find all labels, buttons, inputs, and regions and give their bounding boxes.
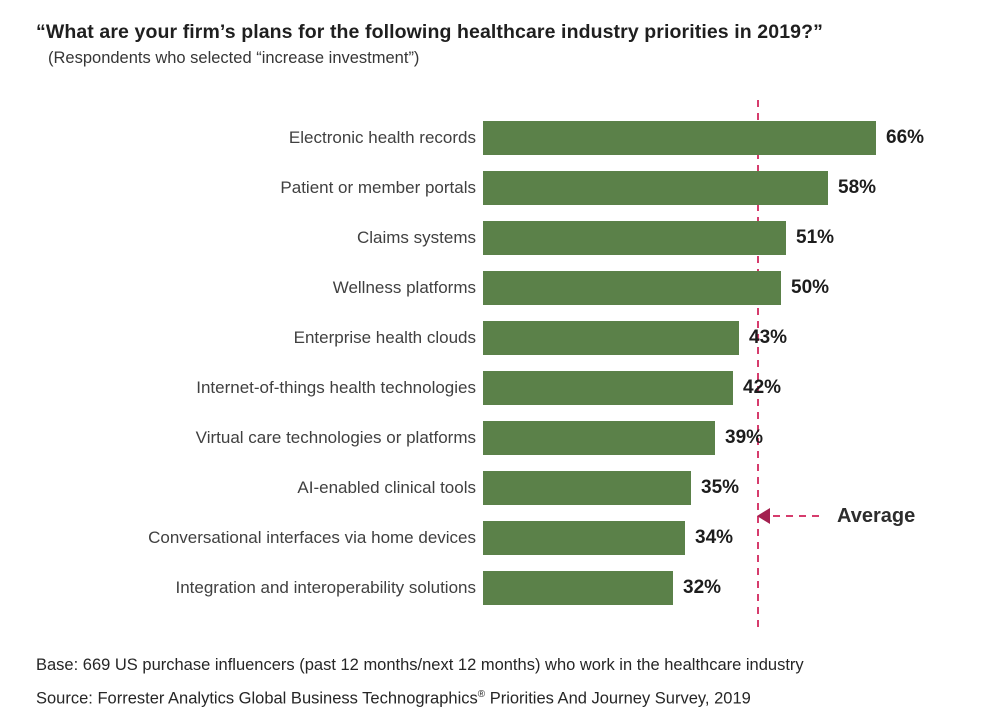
bar-row: Virtual care technologies or platforms 3… <box>0 413 999 463</box>
bar-value-label: 66% <box>886 127 925 148</box>
arrow-left-icon <box>757 508 770 524</box>
source-note-text: Source: Forrester Analytics Global Busin… <box>36 689 478 708</box>
registered-mark: ® <box>477 689 486 700</box>
bar-chart-plot-area: Electronic health records 66% Patient or… <box>0 100 999 628</box>
bar-rows: Electronic health records 66% Patient or… <box>0 113 999 613</box>
bar-row: Claims systems 51% <box>0 213 999 263</box>
base-note: Base: 669 US purchase influencers (past … <box>36 656 804 674</box>
average-callout: Average <box>757 505 915 527</box>
bar-category-label: AI-enabled clinical tools <box>297 478 476 497</box>
average-dashed-vline <box>757 100 759 628</box>
bar-row: Wellness platforms 50% <box>0 263 999 313</box>
bar-row: Patient or member portals 58% <box>0 163 999 213</box>
bar-row: Integration and interoperability solutio… <box>0 563 999 613</box>
bar-category-label: Internet-of-things health technologies <box>196 378 476 397</box>
bar-row: Internet-of-things health technologies 4… <box>0 363 999 413</box>
bar-value-label: 32% <box>683 577 722 598</box>
bar-value-label: 51% <box>796 227 835 248</box>
bar-category-label: Electronic health records <box>288 128 476 147</box>
bar <box>483 421 715 455</box>
bar-row: Conversational interfaces via home devic… <box>0 513 999 563</box>
bar-value-label: 58% <box>838 177 877 198</box>
footnotes: Base: 669 US purchase influencers (past … <box>36 651 804 714</box>
chart-title: “What are your firm’s plans for the foll… <box>36 21 823 43</box>
bar-value-label: 34% <box>695 527 734 548</box>
bar-category-label: Patient or member portals <box>280 178 476 197</box>
bar-value-label: 50% <box>791 277 830 298</box>
bar <box>483 371 733 405</box>
bar-category-label: Integration and interoperability solutio… <box>175 578 476 597</box>
bar <box>483 221 786 255</box>
bar-value-label: 43% <box>749 327 788 348</box>
source-note: Source: Forrester Analytics Global Busin… <box>36 680 804 714</box>
bar <box>483 521 685 555</box>
bar-row: Electronic health records 66% <box>0 113 999 163</box>
bar <box>483 121 876 155</box>
source-note-suffix: Priorities And Journey Survey, 2019 <box>485 689 751 708</box>
bar-category-label: Wellness platforms <box>332 278 476 297</box>
bar-value-label: 42% <box>743 377 782 398</box>
bar <box>483 571 673 605</box>
average-label: Average <box>837 504 916 527</box>
bar-value-label: 35% <box>701 477 740 498</box>
bar-row: AI-enabled clinical tools 35% <box>0 463 999 513</box>
bar-value-label: 39% <box>725 427 764 448</box>
bar-row: Enterprise health clouds 43% <box>0 313 999 363</box>
bar <box>483 171 828 205</box>
bar <box>483 471 691 505</box>
bar <box>483 321 739 355</box>
bar-category-label: Claims systems <box>356 228 476 247</box>
bar-category-label: Enterprise health clouds <box>293 328 476 347</box>
bar-category-label: Conversational interfaces via home devic… <box>148 528 476 547</box>
bar <box>483 271 781 305</box>
average-dash-connector <box>773 515 825 517</box>
chart-subtitle: (Respondents who selected “increase inve… <box>48 49 420 67</box>
bar-category-label: Virtual care technologies or platforms <box>195 428 476 447</box>
